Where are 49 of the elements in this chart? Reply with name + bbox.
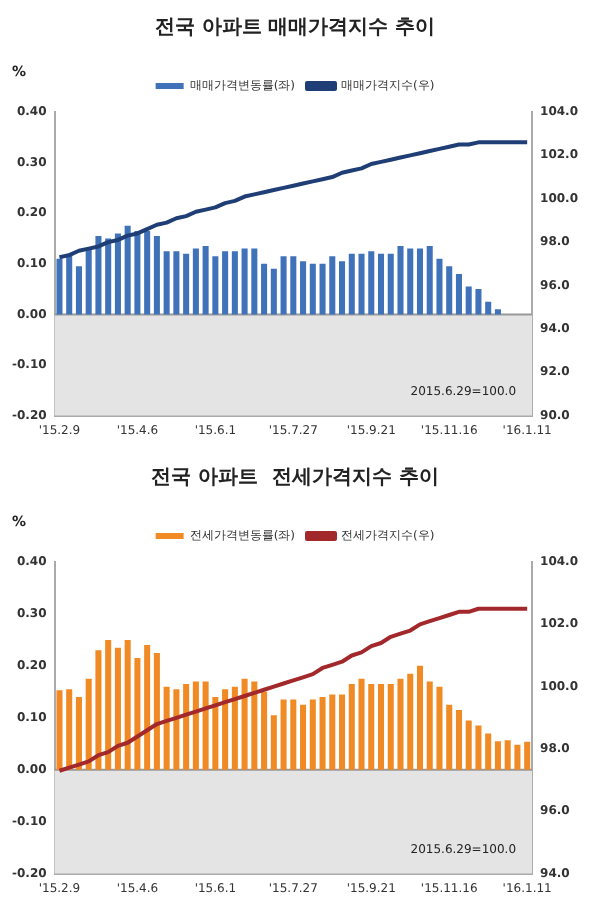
bar bbox=[309, 699, 316, 770]
bar bbox=[222, 251, 229, 315]
bar bbox=[183, 253, 190, 315]
bar bbox=[485, 733, 492, 770]
bar bbox=[144, 230, 151, 315]
bar bbox=[339, 261, 346, 315]
bar bbox=[183, 684, 190, 770]
bar bbox=[231, 251, 238, 315]
bar bbox=[339, 694, 346, 770]
bar bbox=[75, 697, 82, 770]
bar bbox=[144, 645, 151, 770]
bar bbox=[300, 704, 307, 770]
bar bbox=[416, 248, 424, 315]
bar bbox=[114, 647, 121, 770]
bar bbox=[485, 301, 492, 315]
bar bbox=[222, 689, 229, 770]
bar bbox=[192, 681, 199, 770]
bar bbox=[105, 639, 112, 770]
bar bbox=[494, 741, 501, 770]
bar bbox=[153, 235, 160, 315]
bar bbox=[270, 715, 277, 770]
bar bbox=[105, 238, 112, 315]
bar bbox=[377, 253, 385, 315]
bar bbox=[66, 689, 73, 770]
bar bbox=[377, 684, 385, 770]
bar bbox=[56, 258, 63, 315]
chart-title: 전국 아파트 전세가격지수 추이 bbox=[151, 467, 439, 490]
bar bbox=[300, 261, 307, 315]
bar bbox=[66, 253, 73, 315]
bar bbox=[153, 652, 160, 770]
bar bbox=[261, 691, 268, 770]
bar bbox=[261, 263, 268, 315]
bar bbox=[446, 266, 453, 315]
bar bbox=[270, 268, 277, 315]
bar bbox=[75, 266, 82, 315]
bar bbox=[446, 704, 453, 770]
bar bbox=[56, 690, 63, 770]
bar bbox=[455, 710, 462, 770]
bar bbox=[455, 273, 462, 315]
bar bbox=[524, 741, 531, 770]
bar bbox=[309, 263, 316, 315]
bar bbox=[348, 253, 355, 315]
bar bbox=[192, 248, 199, 315]
bar bbox=[416, 665, 424, 770]
bar bbox=[231, 686, 238, 770]
chart-title: 전국 아파트 매매가격지수 추이 bbox=[154, 17, 436, 40]
bar bbox=[348, 684, 355, 770]
bar bbox=[494, 309, 501, 315]
bar bbox=[114, 233, 121, 315]
